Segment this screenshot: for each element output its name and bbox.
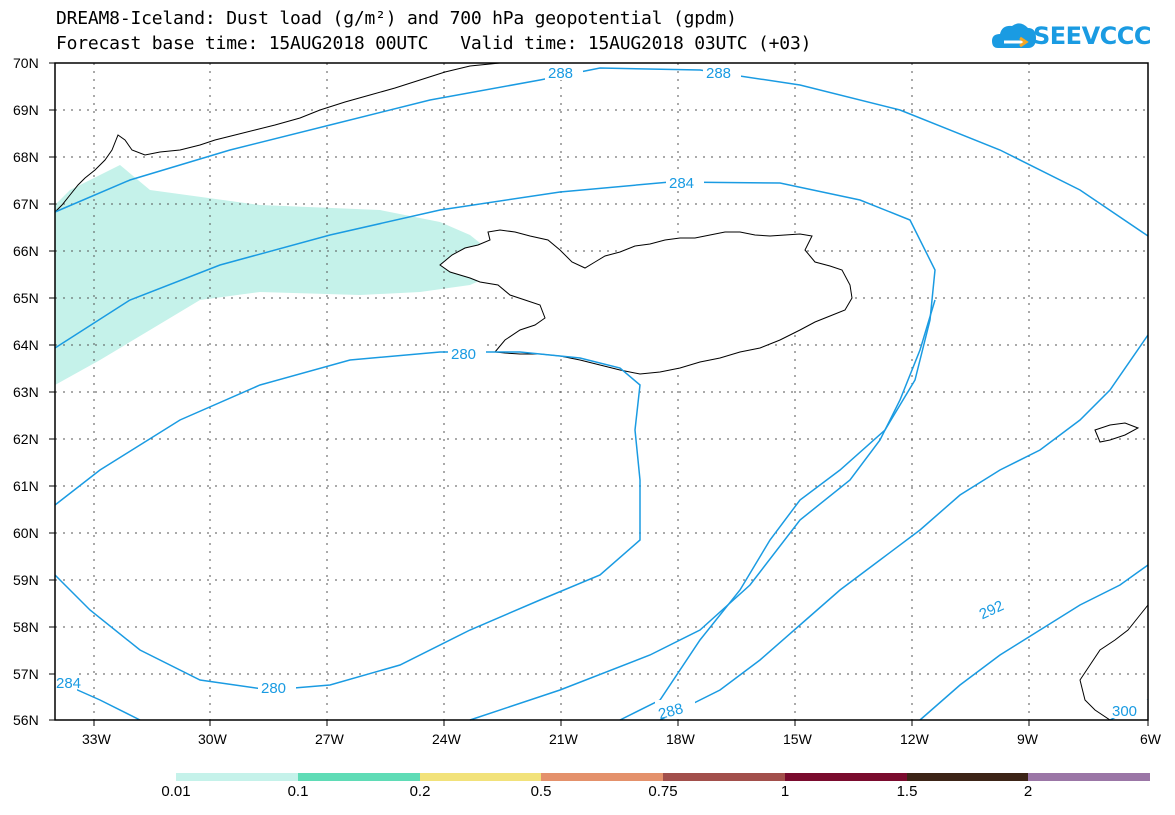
cloud-logo-icon [992,23,1036,48]
lat-label: 59N [13,572,39,588]
lon-label: 30W [198,731,228,747]
tick-marks [49,62,1149,726]
colorbar-swatch [907,773,1028,781]
contour-label: 284 [56,675,81,692]
lat-label: 70N [13,55,39,71]
lat-label: 56N [13,712,39,728]
colorbar-label: 0.75 [648,783,678,800]
coastline-scotland [1079,603,1149,721]
colorbar-swatch [663,773,785,781]
longitude-labels: 33W 30W 27W 24W 21W 18W 15W 12W 9W 6W [82,731,1162,747]
colorbar-label: 0.01 [161,783,191,800]
colorbar-label: 0.1 [287,783,309,800]
geopotential-contours [54,67,1149,721]
latitude-labels: 70N 69N 68N 67N 66N 65N 64N 63N 62N 61N … [13,55,39,728]
coastline-iceland [439,229,853,375]
lat-label: 57N [13,666,39,682]
lat-label: 63N [13,384,39,400]
colorbar-swatch [541,773,663,781]
colorbar-swatch [420,773,541,781]
lat-label: 64N [13,337,39,353]
lat-label: 66N [13,243,39,259]
graticule [55,63,1148,720]
colorbar-label: 0.5 [530,783,552,800]
lon-label: 21W [549,731,579,747]
contour-label: 288 [548,65,573,82]
contour-label: 288 [657,700,686,723]
dust-plume-west [55,165,500,385]
lon-label: 9W [1017,731,1039,747]
lat-label: 62N [13,431,39,447]
colorbar-swatch [1028,773,1150,781]
lon-label: 15W [783,731,813,747]
lat-label: 58N [13,619,39,635]
contour-labels: 288 288 284 280 280 284 288 292 300 [55,62,1148,723]
lon-label: 24W [432,731,462,747]
lon-label: 27W [315,731,345,747]
lat-label: 67N [13,196,39,212]
logo-text: SEEVCCC [1033,22,1152,50]
colorbar [176,773,1150,781]
contour-label: 284 [669,175,694,192]
lon-label: 6W [1140,731,1162,747]
coastline-greenland [54,62,501,213]
colorbar-swatch [176,773,298,781]
lon-label: 18W [666,731,696,747]
contour-label: 280 [451,346,476,363]
colorbar-label: 0.2 [409,783,431,800]
contour-label: 300 [1112,703,1137,720]
colorbar-label: 1.5 [896,783,918,800]
colorbar-label: 1 [780,783,790,800]
lon-label: 12W [900,731,930,747]
map-title-line1: DREAM8-Iceland: Dust load (g/m²) and 700… [56,8,737,29]
map-title-line2: Forecast base time: 15AUG2018 00UTC Vali… [56,33,812,54]
lat-label: 65N [13,290,39,306]
contour-label: 280 [261,680,286,697]
colorbar-swatch [785,773,907,781]
lat-label: 60N [13,525,39,541]
coastline-faroes [1094,422,1140,443]
colorbar-label: 2 [1023,783,1033,800]
lat-label: 68N [13,149,39,165]
lat-label: 69N [13,102,39,118]
contour-label: 288 [706,65,731,82]
colorbar-swatch [298,773,420,781]
lat-label: 61N [13,478,39,494]
lon-label: 33W [82,731,112,747]
